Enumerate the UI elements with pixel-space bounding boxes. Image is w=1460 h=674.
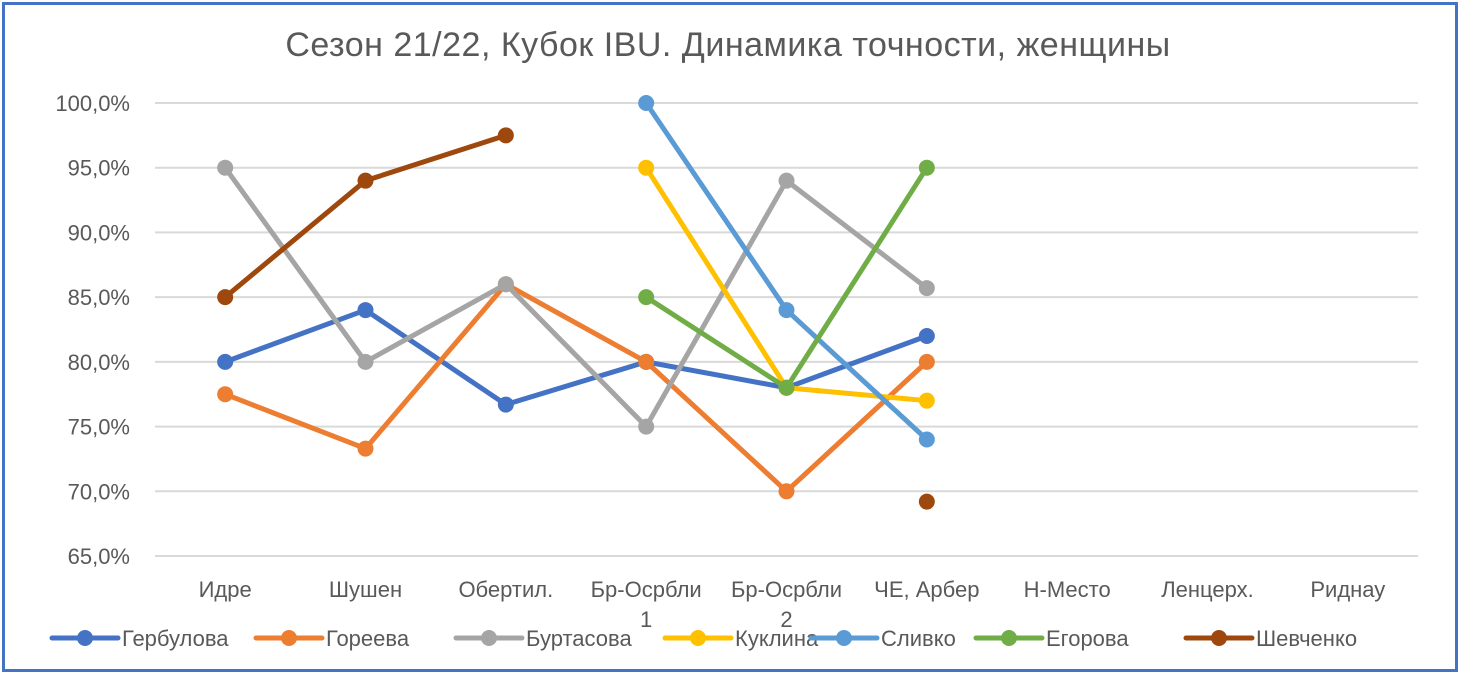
data-point <box>918 280 935 297</box>
data-point <box>778 302 795 319</box>
y-tick-label: 75,0% <box>68 415 130 440</box>
data-point <box>638 418 655 435</box>
x-axis-ticks: Идре Шушен Обертил. Бр-Осрбли 1 Бр-Осрбли 2 ЧЕ,… <box>199 577 1386 632</box>
legend-label: Гербулова <box>122 626 229 651</box>
series-line <box>643 165 930 404</box>
y-tick-label: 100,0% <box>55 91 130 116</box>
x-tick-label: Н-Место <box>1024 577 1111 602</box>
legend-label: Куклина <box>735 626 819 651</box>
data-point <box>918 159 935 176</box>
data-point <box>357 440 374 457</box>
data-point <box>778 379 795 396</box>
data-point <box>918 392 935 409</box>
y-tick-label: 80,0% <box>68 350 130 375</box>
data-point <box>918 327 935 344</box>
data-point <box>217 386 234 403</box>
series-line <box>222 165 930 430</box>
data-point <box>497 276 514 293</box>
x-tick-label: Риднау <box>1310 577 1385 602</box>
x-tick-label: Идре <box>199 577 252 602</box>
legend-label: Буртасова <box>526 626 632 651</box>
data-point <box>638 353 655 370</box>
data-point <box>217 159 234 176</box>
legend-swatch-marker <box>1211 630 1227 646</box>
y-tick-label: 85,0% <box>68 285 130 310</box>
legend-swatch-marker <box>281 630 297 646</box>
data-point <box>638 289 655 306</box>
data-point <box>778 483 795 500</box>
data-point <box>918 431 935 448</box>
data-point <box>918 353 935 370</box>
data-point <box>357 302 374 319</box>
x-tick-label: Бр-Осрбли 1 <box>591 577 702 632</box>
data-point <box>217 353 234 370</box>
data-point <box>357 353 374 370</box>
data-point <box>778 172 795 189</box>
y-tick-label: 95,0% <box>68 156 130 181</box>
data-point <box>638 159 655 176</box>
legend: Гербулова Гореева Буртасова Куклина Сливко Ег… <box>49 626 1357 651</box>
chart-title: Сезон 21/22, Кубок IBU. Динамика точност… <box>285 26 1171 64</box>
legend-swatch-marker <box>77 630 93 646</box>
data-point <box>918 493 935 510</box>
data-point <box>217 289 234 306</box>
legend-label: Егорова <box>1046 626 1129 651</box>
data-point <box>357 172 374 189</box>
series-points <box>217 95 935 510</box>
legend-swatch-marker <box>690 630 706 646</box>
series-line <box>222 132 509 300</box>
legend-label: Шевченко <box>1256 626 1357 651</box>
x-tick-label: Ленцерх. <box>1161 577 1254 602</box>
gridlines <box>155 102 1418 557</box>
series-line <box>222 281 930 494</box>
x-tick-label: Бр-Осрбли 2 <box>731 577 842 632</box>
x-tick-label: ЧЕ, Арбер <box>874 577 979 602</box>
y-axis-ticks: 65,0% 70,0% 75,0% 80,0% 85,0% 90,0% 95,0% 100,0… <box>55 91 130 569</box>
y-tick-label: 70,0% <box>68 479 130 504</box>
legend-swatch-marker <box>1001 630 1017 646</box>
legend-label: Гореева <box>326 626 410 651</box>
data-point <box>638 95 655 111</box>
y-tick-label: 65,0% <box>68 544 130 569</box>
legend-swatch-marker <box>836 630 852 646</box>
legend-swatch-marker <box>481 630 497 646</box>
x-tick-label: Обертил. <box>458 577 553 602</box>
series-line <box>222 307 930 408</box>
y-tick-label: 90,0% <box>68 220 130 245</box>
x-tick-label: Шушен <box>329 577 402 602</box>
data-point <box>497 396 514 413</box>
data-point <box>497 127 514 144</box>
legend-label: Сливко <box>881 626 956 651</box>
